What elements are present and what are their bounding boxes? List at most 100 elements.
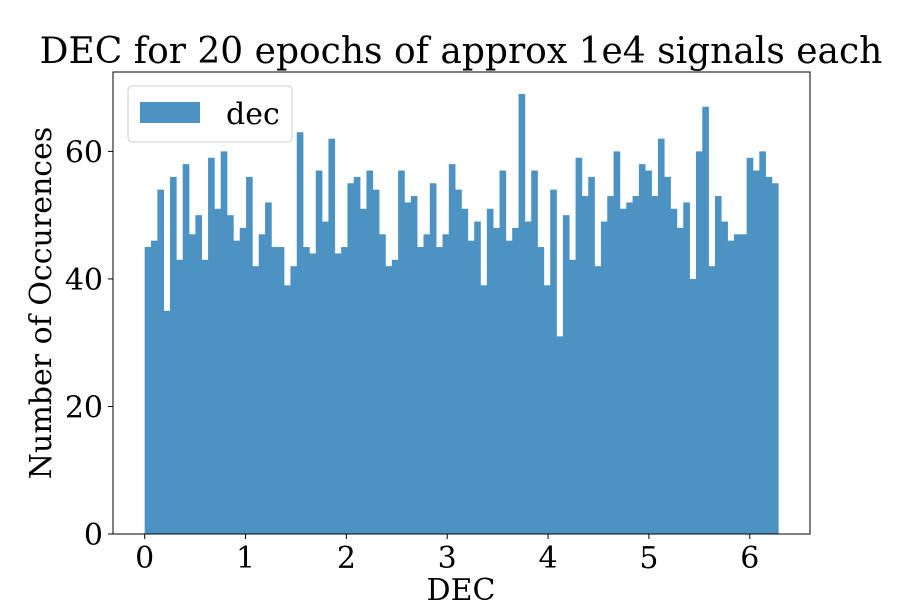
- histogram-bar: [303, 247, 310, 535]
- y-tick-label: 20: [65, 390, 103, 425]
- histogram-bar: [759, 151, 766, 535]
- histogram-bar: [385, 266, 393, 534]
- chart-title: DEC for 20 epochs of approx 1e4 signals …: [40, 31, 883, 72]
- histogram-bar: [182, 164, 190, 534]
- histogram-bar: [347, 183, 355, 534]
- histogram-bar: [499, 170, 507, 535]
- histogram-bar: [752, 170, 760, 535]
- histogram-bar: [157, 189, 164, 535]
- histogram-bar: [512, 227, 519, 535]
- histogram-bar: [277, 247, 285, 535]
- histogram-bar: [695, 151, 703, 535]
- histogram-bar: [328, 138, 336, 534]
- x-tick-label: 5: [639, 541, 658, 576]
- histogram-bar: [664, 176, 671, 534]
- histogram-bar: [423, 234, 431, 534]
- histogram-bar: [619, 208, 627, 535]
- histogram-bar: [746, 157, 754, 534]
- histogram-bar: [607, 196, 614, 534]
- histogram-bar: [740, 234, 747, 534]
- histogram-bar: [208, 157, 215, 534]
- histogram-bar: [315, 170, 323, 535]
- histogram-bar: [493, 227, 500, 535]
- histogram-bar: [189, 234, 196, 534]
- histogram-bar: [708, 266, 716, 534]
- x-tick-label: 6: [740, 541, 759, 576]
- histogram-bar: [531, 170, 538, 535]
- histogram-bar: [398, 170, 405, 535]
- histogram-bar: [284, 285, 291, 534]
- histogram-bar: [341, 247, 348, 535]
- histogram-bar: [334, 253, 342, 534]
- histogram-bar: [379, 234, 386, 534]
- x-tick-label: 1: [236, 541, 255, 576]
- y-tick-label: 60: [65, 135, 103, 170]
- histogram-bar: [575, 157, 583, 534]
- histogram-bar: [651, 196, 659, 534]
- histogram-bar: [537, 247, 545, 535]
- histogram-bar: [429, 183, 437, 534]
- histogram-bar: [657, 138, 665, 534]
- histogram-bar: [765, 176, 773, 534]
- plot-frame: [112, 71, 811, 535]
- histogram-bar: [721, 221, 728, 534]
- y-axis-label: Number of Occurences: [24, 127, 59, 479]
- histogram-bar: [214, 208, 222, 535]
- x-tick-label: 2: [337, 541, 356, 576]
- histogram-bar: [632, 196, 640, 534]
- histogram-bar: [714, 196, 722, 534]
- histogram-bar: [455, 189, 462, 535]
- histogram-bar: [550, 189, 557, 535]
- histogram-bar: [505, 240, 513, 534]
- histogram-bars: [144, 94, 779, 535]
- histogram-bar: [569, 259, 576, 534]
- y-tick-label: 40: [65, 263, 103, 298]
- histogram-bar: [410, 196, 418, 534]
- histogram-bar: [467, 240, 475, 534]
- histogram-bar: [645, 170, 652, 535]
- histogram-bar: [366, 170, 374, 535]
- histogram-bar: [480, 285, 488, 534]
- histogram-bar: [151, 240, 158, 534]
- histogram-bar: [195, 215, 203, 534]
- y-tick-label: 0: [84, 518, 103, 553]
- histogram-bar: [239, 227, 247, 535]
- histogram-bar: [581, 196, 589, 534]
- histogram-bar: [417, 247, 424, 535]
- histogram-bar: [265, 202, 272, 534]
- histogram-bar: [474, 221, 481, 534]
- histogram-bar: [233, 240, 241, 534]
- histogram-bar: [271, 247, 279, 535]
- histogram-bar: [594, 266, 602, 534]
- histogram-bar: [733, 234, 741, 534]
- histogram-bar: [404, 202, 412, 534]
- histogram-bar: [170, 176, 177, 534]
- histogram-bar: [227, 215, 234, 534]
- histogram-bar: [676, 227, 684, 535]
- histogram-bar: [670, 208, 678, 535]
- histogram-bar: [689, 278, 697, 534]
- histogram-bar: [683, 202, 690, 534]
- histogram-bar: [543, 285, 551, 534]
- histogram-bar: [562, 215, 570, 534]
- histogram-bar: [626, 202, 633, 534]
- histogram-bar: [448, 164, 456, 534]
- histogram-bar: [771, 183, 779, 534]
- histogram-bar: [252, 266, 260, 534]
- legend-box: [127, 85, 293, 143]
- histogram-bar: [442, 234, 450, 534]
- histogram-bar: [290, 266, 298, 534]
- legend-swatch-dec: [140, 102, 200, 123]
- histogram-bar: [220, 151, 228, 535]
- histogram-bar: [486, 208, 494, 535]
- histogram-bar: [372, 189, 380, 535]
- histogram-bar: [246, 176, 253, 534]
- histogram-bar: [518, 94, 526, 534]
- histogram-bar: [201, 259, 209, 534]
- histogram-bar: [588, 176, 595, 534]
- histogram-bar: [556, 336, 564, 534]
- histogram-bar: [258, 234, 266, 534]
- histogram-bar: [436, 247, 443, 535]
- histogram-bar: [176, 259, 184, 534]
- histogram-bar: [353, 176, 361, 534]
